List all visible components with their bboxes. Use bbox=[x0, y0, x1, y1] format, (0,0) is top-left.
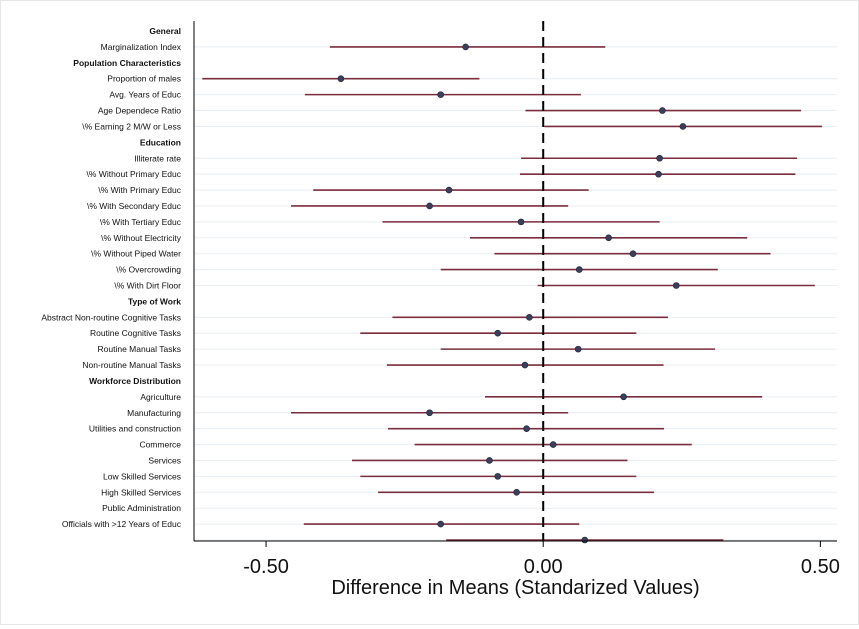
x-tick-label: 0.50 bbox=[801, 556, 840, 578]
point-estimate-marker bbox=[629, 250, 637, 257]
row-label: Avg. Years of Educ bbox=[109, 90, 181, 100]
row-label: High Skilled Services bbox=[101, 487, 181, 497]
point-estimate-marker bbox=[672, 282, 680, 289]
x-tick-label: 0.00 bbox=[524, 556, 563, 578]
point-estimate-marker bbox=[605, 234, 612, 242]
point-estimate-marker bbox=[521, 361, 529, 369]
x-axis-ticks: -0.50 0.00 0.50 bbox=[243, 541, 840, 578]
point-estimate-marker bbox=[620, 393, 627, 401]
point-estimate-marker bbox=[655, 170, 662, 178]
row-label: Proportion of males bbox=[107, 74, 181, 84]
point-estimate-marker bbox=[679, 123, 687, 130]
row-label: \% Overcrowding bbox=[116, 265, 181, 275]
point-estimate-marker bbox=[659, 107, 666, 114]
point-estimate-marker bbox=[437, 91, 444, 98]
row-label: Illiterate rate bbox=[134, 153, 181, 163]
point-estimate-marker bbox=[426, 409, 433, 417]
point-estimate-marker bbox=[517, 218, 525, 226]
row-label: \% Without Primary Educ bbox=[87, 169, 182, 179]
point-estimates bbox=[337, 43, 687, 544]
row-label: \% Without Electricity bbox=[101, 233, 182, 243]
row-label: Age Dependece Ratio bbox=[98, 106, 181, 116]
point-estimate-marker bbox=[494, 473, 502, 480]
row-label: Marginalization Index bbox=[101, 42, 182, 52]
x-tick-label: -0.50 bbox=[243, 556, 289, 578]
group-header-label: Type of Work bbox=[128, 296, 181, 306]
row-label: Abstract Non-routine Cognitive Tasks bbox=[41, 312, 181, 322]
point-estimate-marker bbox=[445, 186, 453, 194]
row-label: Commerce bbox=[139, 440, 181, 450]
point-estimate-marker bbox=[523, 425, 530, 432]
row-label: Services bbox=[148, 455, 181, 465]
point-estimate-marker bbox=[574, 345, 582, 353]
point-estimate-marker bbox=[581, 536, 589, 544]
point-estimate-marker bbox=[526, 314, 533, 321]
point-estimate-marker bbox=[462, 43, 469, 51]
point-estimate-marker bbox=[437, 520, 444, 528]
point-estimate-marker bbox=[494, 329, 502, 337]
row-label: Utilities and construction bbox=[89, 424, 181, 434]
row-label: Manufacturing bbox=[127, 408, 181, 418]
row-label: Routine Manual Tasks bbox=[98, 344, 181, 354]
point-estimate-marker bbox=[337, 75, 345, 83]
group-header-label: Workforce Distribution bbox=[89, 376, 181, 386]
x-axis-label: Difference in Means (Standarized Values) bbox=[331, 577, 699, 599]
point-estimate-marker bbox=[575, 266, 583, 273]
group-header-label: Education bbox=[140, 137, 181, 147]
row-label: \% With Primary Educ bbox=[98, 185, 181, 195]
row-label: \% With Secondary Educ bbox=[87, 201, 182, 211]
row-label: \% With Dirt Floor bbox=[114, 281, 181, 291]
confidence-intervals bbox=[202, 46, 823, 541]
point-estimate-marker bbox=[426, 202, 433, 210]
row-label: \% With Tertiary Educ bbox=[100, 217, 182, 227]
point-estimate-marker bbox=[513, 488, 520, 496]
row-label: \% Earning 2 M/W or Less bbox=[82, 121, 181, 131]
row-label: Low Skilled Services bbox=[103, 471, 181, 481]
group-header-label: Population Characteristics bbox=[73, 58, 181, 68]
group-header-label: General bbox=[149, 26, 181, 36]
row-label: \% Without Piped Water bbox=[91, 249, 181, 259]
row-label: Non-routine Manual Tasks bbox=[82, 360, 181, 370]
point-estimate-marker bbox=[486, 457, 493, 464]
row-label: Officials with >12 Years of Educ bbox=[62, 519, 182, 529]
row-label: Public Administration bbox=[102, 503, 181, 513]
gridlines bbox=[194, 46, 837, 541]
point-estimate-marker bbox=[656, 154, 663, 162]
row-label: Routine Cognitive Tasks bbox=[90, 328, 181, 338]
row-label: Agriculture bbox=[140, 392, 181, 402]
point-estimate-marker bbox=[549, 441, 557, 448]
row-labels: General Marginalization Index Population C… bbox=[41, 26, 181, 529]
